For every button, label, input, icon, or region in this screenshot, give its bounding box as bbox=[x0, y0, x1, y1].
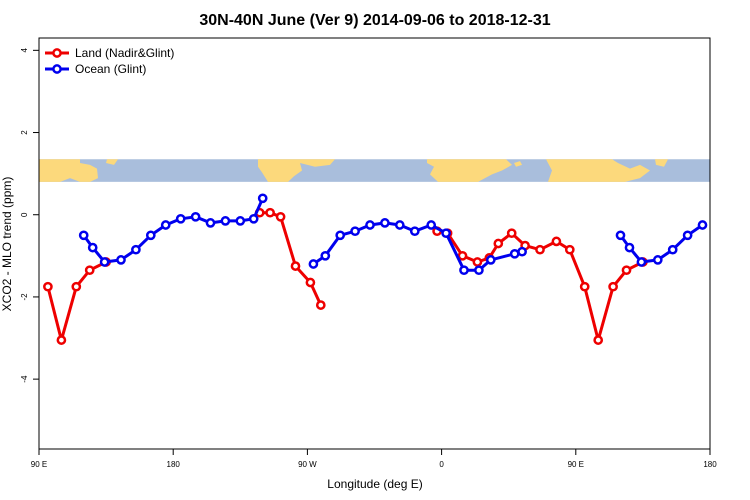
series-0-point-1-3 bbox=[290, 261, 301, 271]
series-0-point-1-4 bbox=[305, 277, 316, 288]
series-1-point-0-10 bbox=[220, 216, 231, 226]
series-0 bbox=[43, 207, 648, 345]
series-1-point-2-5 bbox=[682, 230, 693, 241]
series-1-point-0-13 bbox=[257, 193, 268, 204]
x-tick-label-5: 180 bbox=[703, 460, 717, 469]
series-1-point-0-2 bbox=[99, 257, 110, 267]
map-land-1 bbox=[84, 172, 96, 180]
series-0-point-1-5 bbox=[315, 300, 326, 310]
series-0-point-2-13 bbox=[608, 281, 618, 292]
series-1-point-1-1 bbox=[320, 250, 331, 261]
series-1-point-2-6 bbox=[697, 220, 708, 230]
series-1-point-1-12 bbox=[485, 255, 496, 265]
map-land-2 bbox=[106, 159, 118, 165]
map-land-3 bbox=[258, 159, 335, 182]
y-tick-label-1: 2 bbox=[20, 130, 29, 135]
series-1-point-0-5 bbox=[145, 230, 156, 241]
series-1-point-1-5 bbox=[380, 218, 390, 228]
series-1-point-2-3 bbox=[652, 255, 663, 265]
series-1-point-1-10 bbox=[459, 265, 469, 276]
series-1-point-1-14 bbox=[517, 246, 527, 257]
x-tick-label-3: 0 bbox=[439, 460, 444, 469]
series-1-point-1-9 bbox=[441, 228, 451, 239]
series-0-line-2 bbox=[436, 229, 644, 342]
series-1 bbox=[78, 193, 708, 276]
series-1-line-2 bbox=[619, 223, 704, 264]
series-0-point-1-2 bbox=[275, 211, 286, 222]
series-1-point-0-3 bbox=[116, 255, 126, 265]
plot-frame bbox=[38, 37, 711, 450]
series-0-point-0-2 bbox=[71, 281, 82, 292]
series-0-line-0 bbox=[46, 260, 107, 342]
series-0-point-1-1 bbox=[265, 207, 275, 218]
map-land-7 bbox=[655, 159, 668, 167]
series-1-point-1-0 bbox=[308, 259, 319, 269]
x-tick-label-2: 90 W bbox=[298, 460, 317, 469]
series-1-point-0-7 bbox=[175, 213, 186, 224]
map-band bbox=[39, 159, 710, 182]
series-1-point-0-4 bbox=[131, 244, 141, 255]
series-1-point-1-13 bbox=[509, 248, 520, 259]
series-layer bbox=[43, 193, 708, 345]
series-1-point-0-8 bbox=[190, 211, 201, 222]
series-0-point-2-5 bbox=[493, 238, 504, 249]
series-1-line-0 bbox=[82, 197, 265, 264]
series-1-point-1-3 bbox=[350, 226, 360, 237]
series-1-point-1-6 bbox=[394, 220, 405, 230]
map-land-0 bbox=[39, 159, 98, 182]
series-0-point-0-3 bbox=[84, 265, 95, 276]
series-1-point-1-7 bbox=[409, 226, 420, 237]
series-0-point-0-1 bbox=[56, 335, 67, 345]
series-0-point-2-12 bbox=[593, 335, 604, 345]
x-axis-label: Longitude (deg E) bbox=[327, 477, 422, 491]
y-tick-label-4: -4 bbox=[20, 375, 29, 383]
y-axis-label: XCO2 - MLO trend (ppm) bbox=[0, 177, 14, 312]
map-land-6 bbox=[546, 159, 650, 182]
series-1-point-0-12 bbox=[248, 213, 259, 224]
series-1-point-0-6 bbox=[160, 220, 171, 230]
series-1-point-1-2 bbox=[335, 230, 346, 241]
x-axis-ticks: 90 E 180 90 W 0 90 E 180 bbox=[31, 449, 717, 469]
series-1-point-0-0 bbox=[78, 230, 89, 241]
series-1-point-2-2 bbox=[636, 257, 647, 267]
y-tick-label-0: 4 bbox=[20, 48, 29, 53]
series-0-point-2-3 bbox=[472, 257, 483, 267]
series-1-point-2-0 bbox=[615, 230, 626, 241]
legend-label-1: Ocean (Glint) bbox=[75, 62, 146, 76]
x-tick-label-4: 90 E bbox=[568, 460, 584, 469]
y-axis-ticks: 4 2 0 -2 -4 bbox=[20, 48, 39, 383]
map-ocean bbox=[39, 159, 710, 182]
series-0-point-2-8 bbox=[535, 244, 545, 255]
series-0-point-2-9 bbox=[551, 236, 562, 247]
x-tick-label-1: 180 bbox=[167, 460, 181, 469]
series-0-point-2-6 bbox=[506, 228, 517, 239]
series-1-point-1-8 bbox=[426, 220, 437, 230]
series-0-point-2-2 bbox=[457, 250, 468, 261]
series-1-point-2-4 bbox=[667, 244, 678, 255]
series-0-line-1 bbox=[259, 211, 323, 306]
x-tick-label-0: 90 E bbox=[31, 460, 47, 469]
legend-label-0: Land (Nadir&Glint) bbox=[75, 46, 174, 60]
series-0-point-2-10 bbox=[564, 244, 575, 255]
series-1-point-0-1 bbox=[87, 242, 98, 253]
y-tick-label-2: 0 bbox=[20, 212, 29, 217]
legend-marker-1 bbox=[52, 64, 62, 74]
series-0-point-2-11 bbox=[579, 281, 590, 292]
map-land-5 bbox=[514, 161, 522, 167]
map-land-4 bbox=[427, 159, 512, 182]
series-1-point-0-11 bbox=[235, 216, 246, 226]
series-1-point-2-1 bbox=[624, 242, 635, 253]
series-0-point-0-0 bbox=[43, 281, 53, 292]
y-tick-label-3: -2 bbox=[20, 293, 29, 301]
chart-title: 30N-40N June (Ver 9) 2014-09-06 to 2018-… bbox=[199, 12, 550, 29]
series-1-point-0-9 bbox=[205, 218, 216, 228]
series-1-point-1-4 bbox=[365, 220, 375, 230]
legend-marker-0 bbox=[52, 48, 62, 58]
legend: Land (Nadir&Glint) Ocean (Glint) bbox=[45, 46, 174, 76]
series-1-point-1-11 bbox=[474, 265, 484, 276]
series-0-point-2-14 bbox=[621, 265, 632, 276]
